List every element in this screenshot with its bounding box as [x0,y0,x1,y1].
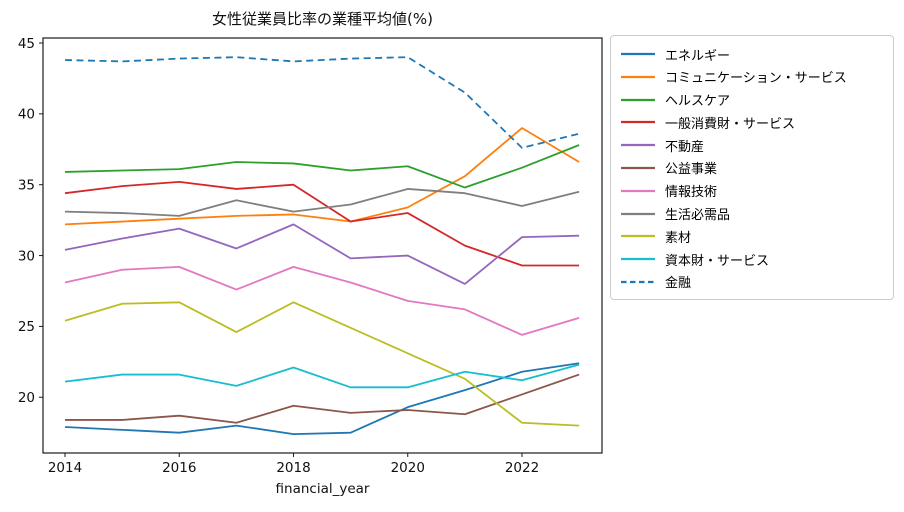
legend-item: 公益事業 [621,157,883,179]
legend-item: 一般消費財・サービス [621,111,883,133]
legend: エネルギーコミュニケーション・サービス ヘルスケア一般消費財・サービス 不動産公益事… [610,35,894,300]
series-line-資本財・サービス [64,363,580,389]
series-line-公益事業 [65,373,580,424]
legend-label: 生活必需品 [665,208,731,224]
legend-item: 資本財・サービス [621,248,883,270]
legend-line-swatch [621,144,655,147]
series-line-生活必需品 [64,188,580,217]
legend-label: 金融 [665,276,692,292]
y-tick-label: 30 [18,248,35,264]
series-line-不動産 [64,223,580,285]
legend-label: 資本財・サービス [665,253,770,269]
x-tick-label: 2020 [391,460,425,476]
y-tick-label: 25 [18,319,35,335]
legend-label: 公益事業 [665,162,718,178]
x-axis-label: financial_year [275,481,370,497]
legend-item: 金融 [621,271,883,293]
legend-line-swatch [621,258,655,261]
legend-line-swatch [621,166,655,170]
series-line-エネルギー [64,362,580,435]
legend-line-swatch [621,235,655,238]
legend-line-swatch [621,75,655,78]
legend-label: コミュニケーション・サービス [665,71,847,87]
legend-item: ヘルスケア [621,89,883,111]
chart-title: 女性従業員比率の業種平均値(%) [212,10,433,28]
x-tick-label: 2022 [505,460,539,476]
legend-line-swatch [621,121,655,124]
y-tick-label: 40 [18,107,35,123]
legend-label: 一般消費財・サービス [665,116,796,132]
legend-item: エネルギー [621,43,883,65]
series-line-金融 [64,56,580,149]
x-tick-label: 2018 [276,460,310,476]
series-line-コミュニケーション・サービス [64,127,580,226]
series-line-情報技術 [64,265,580,336]
legend-line-swatch [621,52,655,56]
legend-item: 情報技術 [621,180,883,202]
legend-label: ヘルスケア [665,94,731,110]
legend-label: エネルギー [665,48,731,64]
legend-label: 不動産 [665,139,705,155]
legend-item: コミュニケーション・サービス [621,66,883,88]
legend-item: 生活必需品 [621,203,883,225]
series-line-素材 [64,301,580,427]
legend-item: 素材 [621,225,883,247]
x-tick-label: 2016 [162,460,196,476]
x-tick-label: 2014 [48,460,82,476]
y-tick-label: 35 [18,178,35,194]
legend-line-swatch [621,189,655,192]
axes-spines [42,37,603,454]
series-line-ヘルスケア [64,144,580,189]
legend-item: 不動産 [621,134,883,156]
legend-line-swatch [621,98,655,101]
legend-line-swatch [621,280,655,284]
y-tick-label: 45 [18,36,35,52]
y-tick-label: 20 [18,390,35,406]
legend-label: 情報技術 [665,185,718,201]
legend-label: 素材 [665,230,692,246]
series-line-一般消費財・サービス [64,180,580,267]
legend-line-swatch [621,212,655,215]
